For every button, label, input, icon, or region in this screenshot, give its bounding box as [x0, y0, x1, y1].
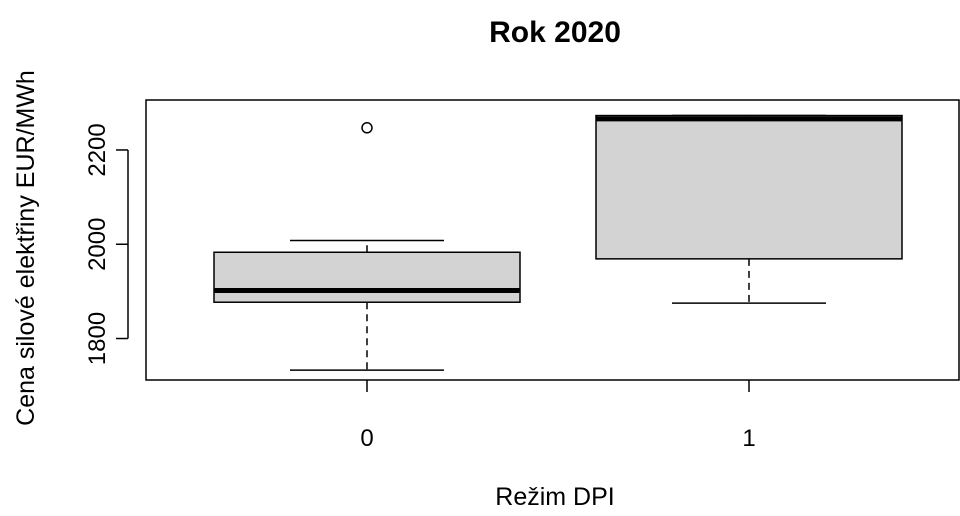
plot-frame	[145, 99, 960, 381]
box-iqr	[595, 114, 903, 260]
y-tick-label: 2000	[84, 218, 111, 271]
y-axis-label: Cena silové elektřiny EUR/MWh	[12, 70, 40, 426]
x-tick-label: 1	[742, 425, 755, 452]
box-group-1	[595, 114, 903, 304]
chart-title: Rok 2020	[489, 16, 621, 49]
box-group-0	[213, 122, 521, 371]
x-axis-label: Režim DPI	[495, 483, 614, 511]
chart-marks: 1800 2000 2200 0 1	[84, 114, 903, 452]
outlier-point	[361, 122, 373, 134]
y-tick-label: 2200	[84, 123, 111, 176]
y-tick-label: 1800	[84, 312, 111, 365]
x-tick-label: 0	[360, 425, 373, 452]
box-iqr	[213, 251, 521, 303]
